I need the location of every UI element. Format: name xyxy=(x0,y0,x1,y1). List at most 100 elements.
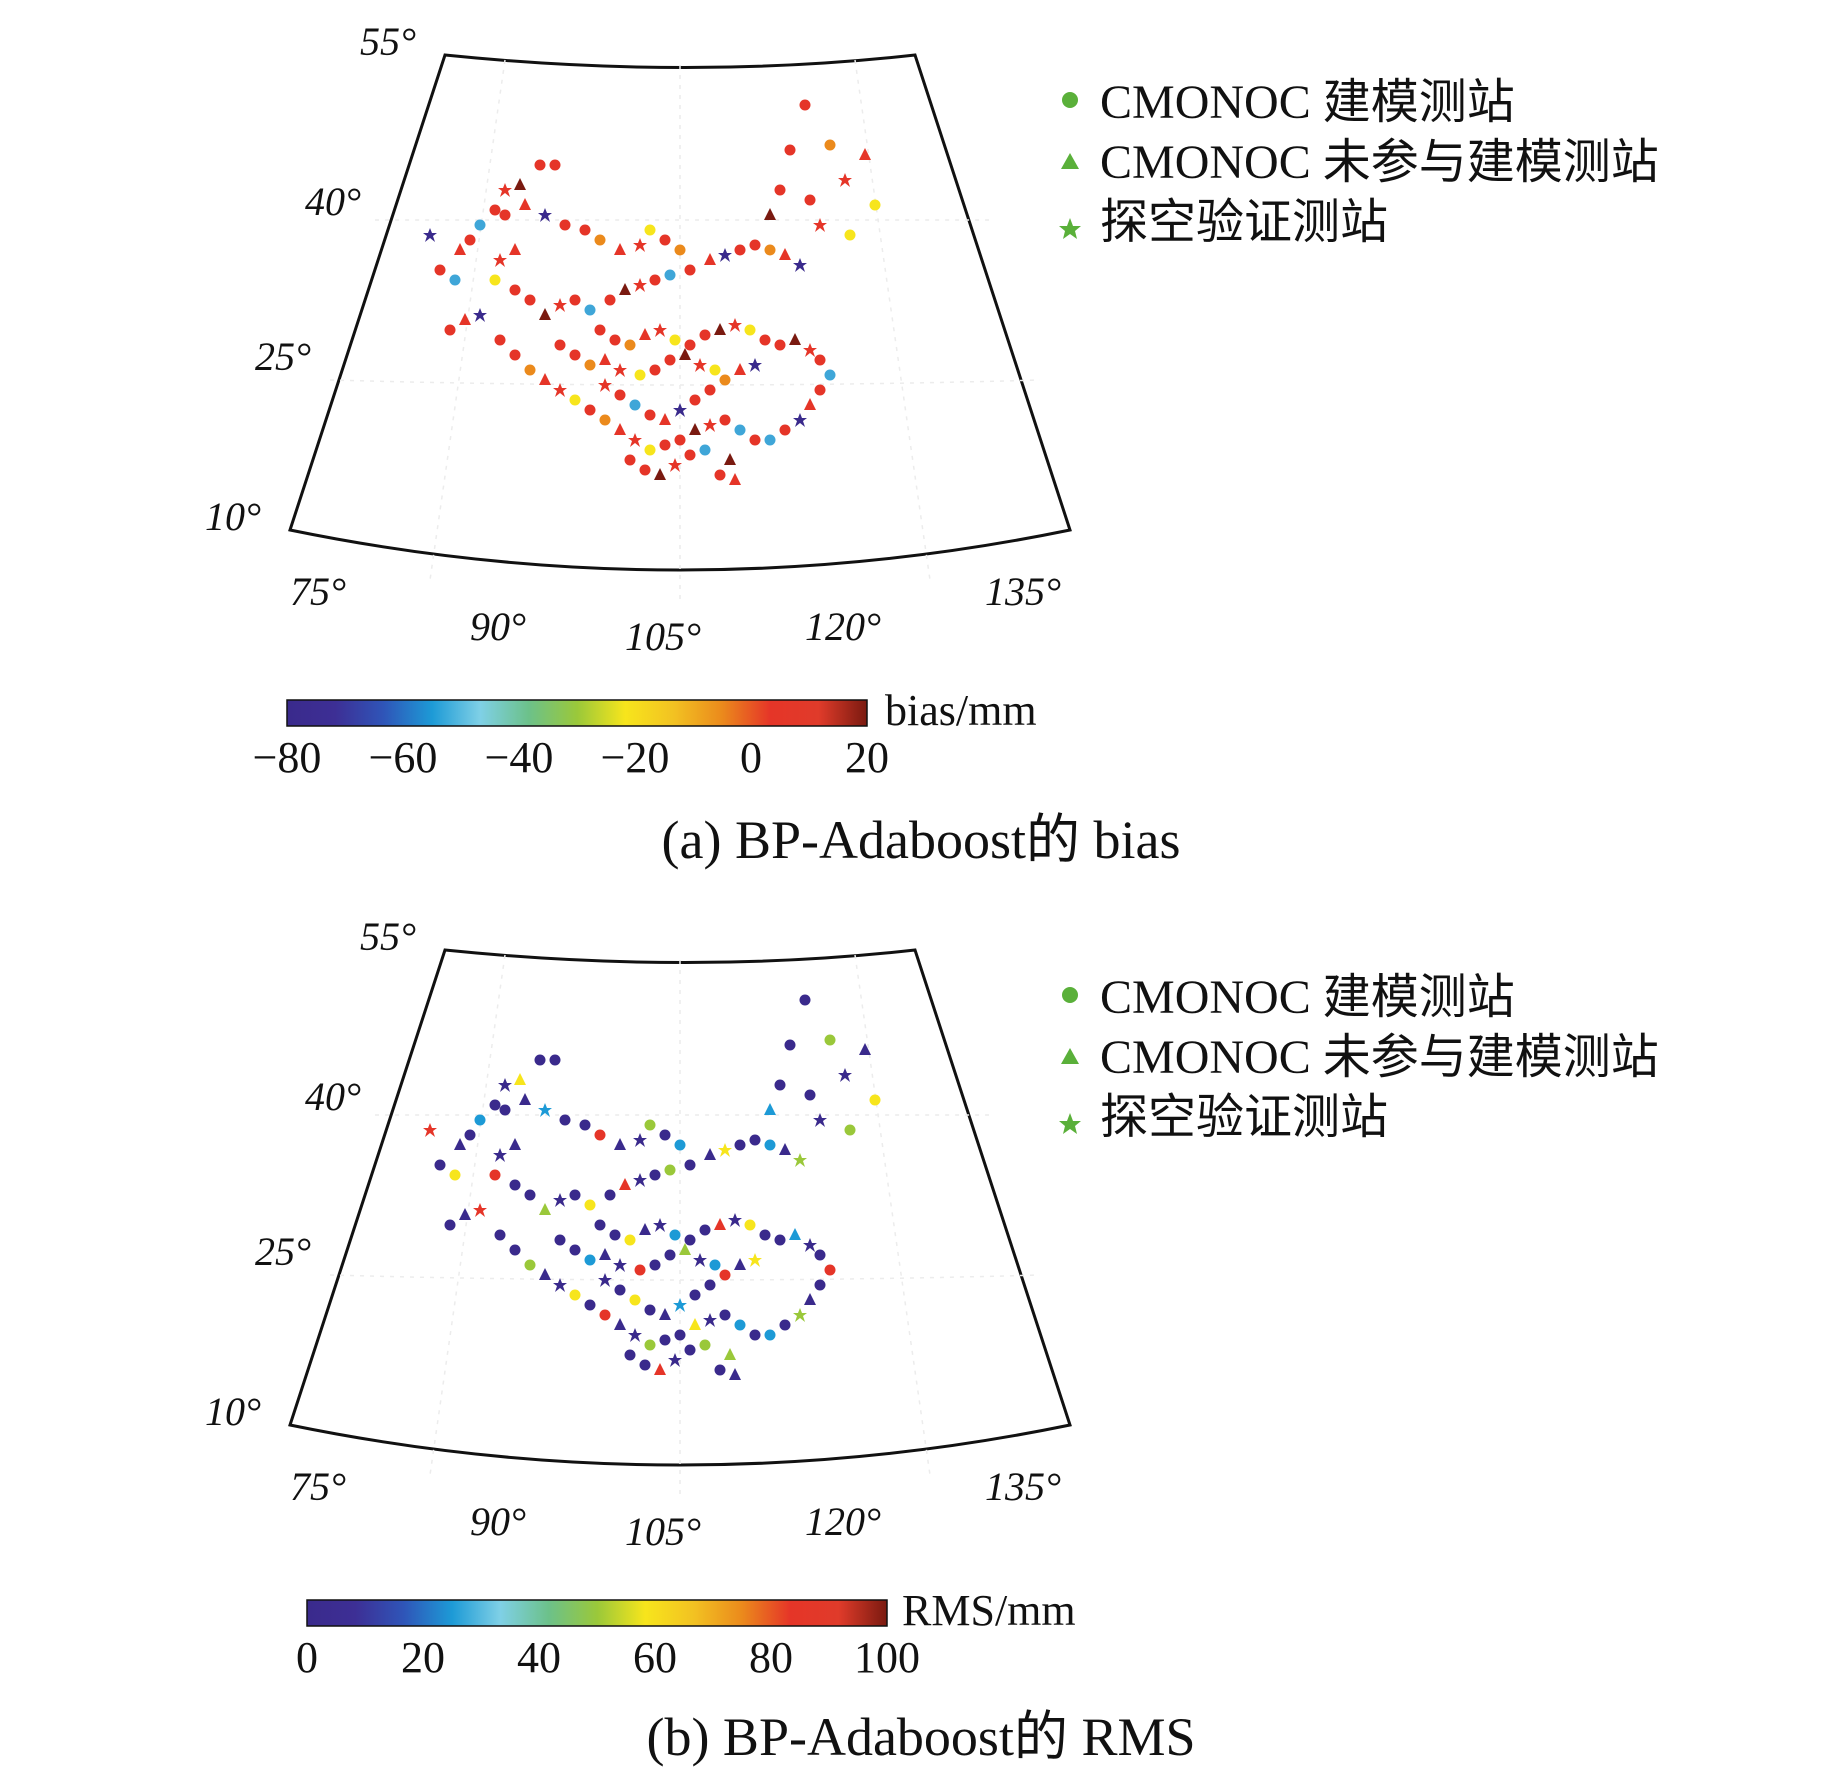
station-marker xyxy=(474,1114,486,1126)
station-marker xyxy=(594,1219,606,1231)
station-marker xyxy=(689,394,701,406)
colorbar-tick: −60 xyxy=(369,733,438,782)
station-marker xyxy=(464,1129,476,1141)
legend: CMONOC 建模测站 CMONOC 未参与建模测站 探空验证测站 xyxy=(1059,971,1659,1144)
legend-circle-icon xyxy=(1062,92,1078,108)
station-marker xyxy=(509,1179,521,1191)
colorbar-label: bias/mm xyxy=(885,686,1037,735)
station-marker xyxy=(614,243,626,255)
station-marker xyxy=(473,1203,487,1217)
station-marker xyxy=(598,1273,612,1287)
station-marker xyxy=(633,278,647,292)
station-marker xyxy=(744,324,756,336)
station-marker xyxy=(613,1258,627,1272)
station-marker xyxy=(673,403,687,417)
station-marker xyxy=(524,1189,536,1201)
station-marker xyxy=(793,258,807,272)
station-marker xyxy=(569,394,581,406)
station-marker xyxy=(759,1229,771,1241)
station-marker xyxy=(659,439,671,451)
station-marker xyxy=(814,354,826,366)
station-marker xyxy=(669,1229,681,1241)
colorbar-tick: −20 xyxy=(601,733,670,782)
station-marker xyxy=(494,334,506,346)
station-marker xyxy=(714,469,726,481)
station-marker xyxy=(748,358,762,372)
station-marker xyxy=(709,1259,721,1271)
colorbar-tick: 20 xyxy=(845,733,889,782)
station-marker xyxy=(489,274,501,286)
legend-label-modeling: CMONOC 建模测站 xyxy=(1100,76,1515,129)
station-marker xyxy=(649,1169,661,1181)
lat-label-10: 10° xyxy=(205,494,261,539)
station-marker xyxy=(579,1119,591,1131)
lon-label-75: 75° xyxy=(290,1464,346,1509)
station-marker xyxy=(459,1208,471,1220)
station-marker xyxy=(499,209,511,221)
lon-label-135: 135° xyxy=(985,1464,1061,1509)
station-marker xyxy=(824,369,836,381)
station-marker xyxy=(639,1359,651,1371)
station-marker xyxy=(719,1309,731,1321)
station-marker xyxy=(689,423,701,435)
station-marker xyxy=(644,224,656,236)
station-marker xyxy=(474,219,486,231)
legend-label-radiosonde: 探空验证测站 xyxy=(1100,1091,1388,1144)
station-marker xyxy=(759,334,771,346)
legend-label-non-modeling: CMONOC 未参与建模测站 xyxy=(1100,1031,1659,1084)
station-marker xyxy=(489,1099,501,1111)
station-marker xyxy=(718,248,732,262)
station-marker xyxy=(774,1079,786,1091)
lat-label-10: 10° xyxy=(205,1389,261,1434)
station-marker xyxy=(664,269,676,281)
station-marker xyxy=(729,473,741,485)
station-marker xyxy=(779,1143,791,1155)
station-marker xyxy=(719,1269,731,1281)
station-marker xyxy=(493,1148,507,1162)
station-marker xyxy=(609,334,621,346)
lat-label-55: 55° xyxy=(360,914,416,959)
legend-triangle-icon xyxy=(1061,153,1079,169)
station-marker xyxy=(728,1213,742,1227)
station-marker xyxy=(718,1143,732,1157)
station-marker xyxy=(454,243,466,255)
station-marker xyxy=(629,399,641,411)
station-marker xyxy=(764,1139,776,1151)
colorbar-gradient xyxy=(286,699,868,727)
station-marker xyxy=(614,1138,626,1150)
station-marker xyxy=(674,434,686,446)
station-marker xyxy=(674,1139,686,1151)
station-marker xyxy=(869,1094,881,1106)
station-marker xyxy=(633,1173,647,1187)
station-marker xyxy=(704,1148,716,1160)
station-marker xyxy=(494,1229,506,1241)
station-marker xyxy=(493,253,507,267)
legend-star-icon xyxy=(1059,218,1081,239)
station-marker xyxy=(728,318,742,332)
station-marker xyxy=(569,1189,581,1201)
station-marker xyxy=(748,1253,762,1267)
station-marker xyxy=(594,234,606,246)
station-marker xyxy=(614,423,626,435)
station-marker xyxy=(674,1329,686,1341)
station-marker xyxy=(779,248,791,260)
lon-label-120: 120° xyxy=(805,1499,881,1544)
station-marker xyxy=(594,1129,606,1141)
colorbar-tick: 0 xyxy=(296,1633,318,1682)
station-marker xyxy=(579,224,591,236)
station-marker xyxy=(514,1073,526,1085)
station-marker xyxy=(684,1159,696,1171)
station-marker xyxy=(614,1318,626,1330)
station-marker xyxy=(719,374,731,386)
station-marker xyxy=(813,1113,827,1127)
legend-star-icon xyxy=(1059,1113,1081,1134)
station-marker xyxy=(538,208,552,222)
station-marker xyxy=(599,414,611,426)
colorbar-label: RMS/mm xyxy=(902,1586,1076,1635)
station-marker xyxy=(569,1244,581,1256)
station-marker xyxy=(838,1068,852,1082)
station-marker xyxy=(634,369,646,381)
station-marker xyxy=(668,458,682,472)
station-marker xyxy=(629,1294,641,1306)
